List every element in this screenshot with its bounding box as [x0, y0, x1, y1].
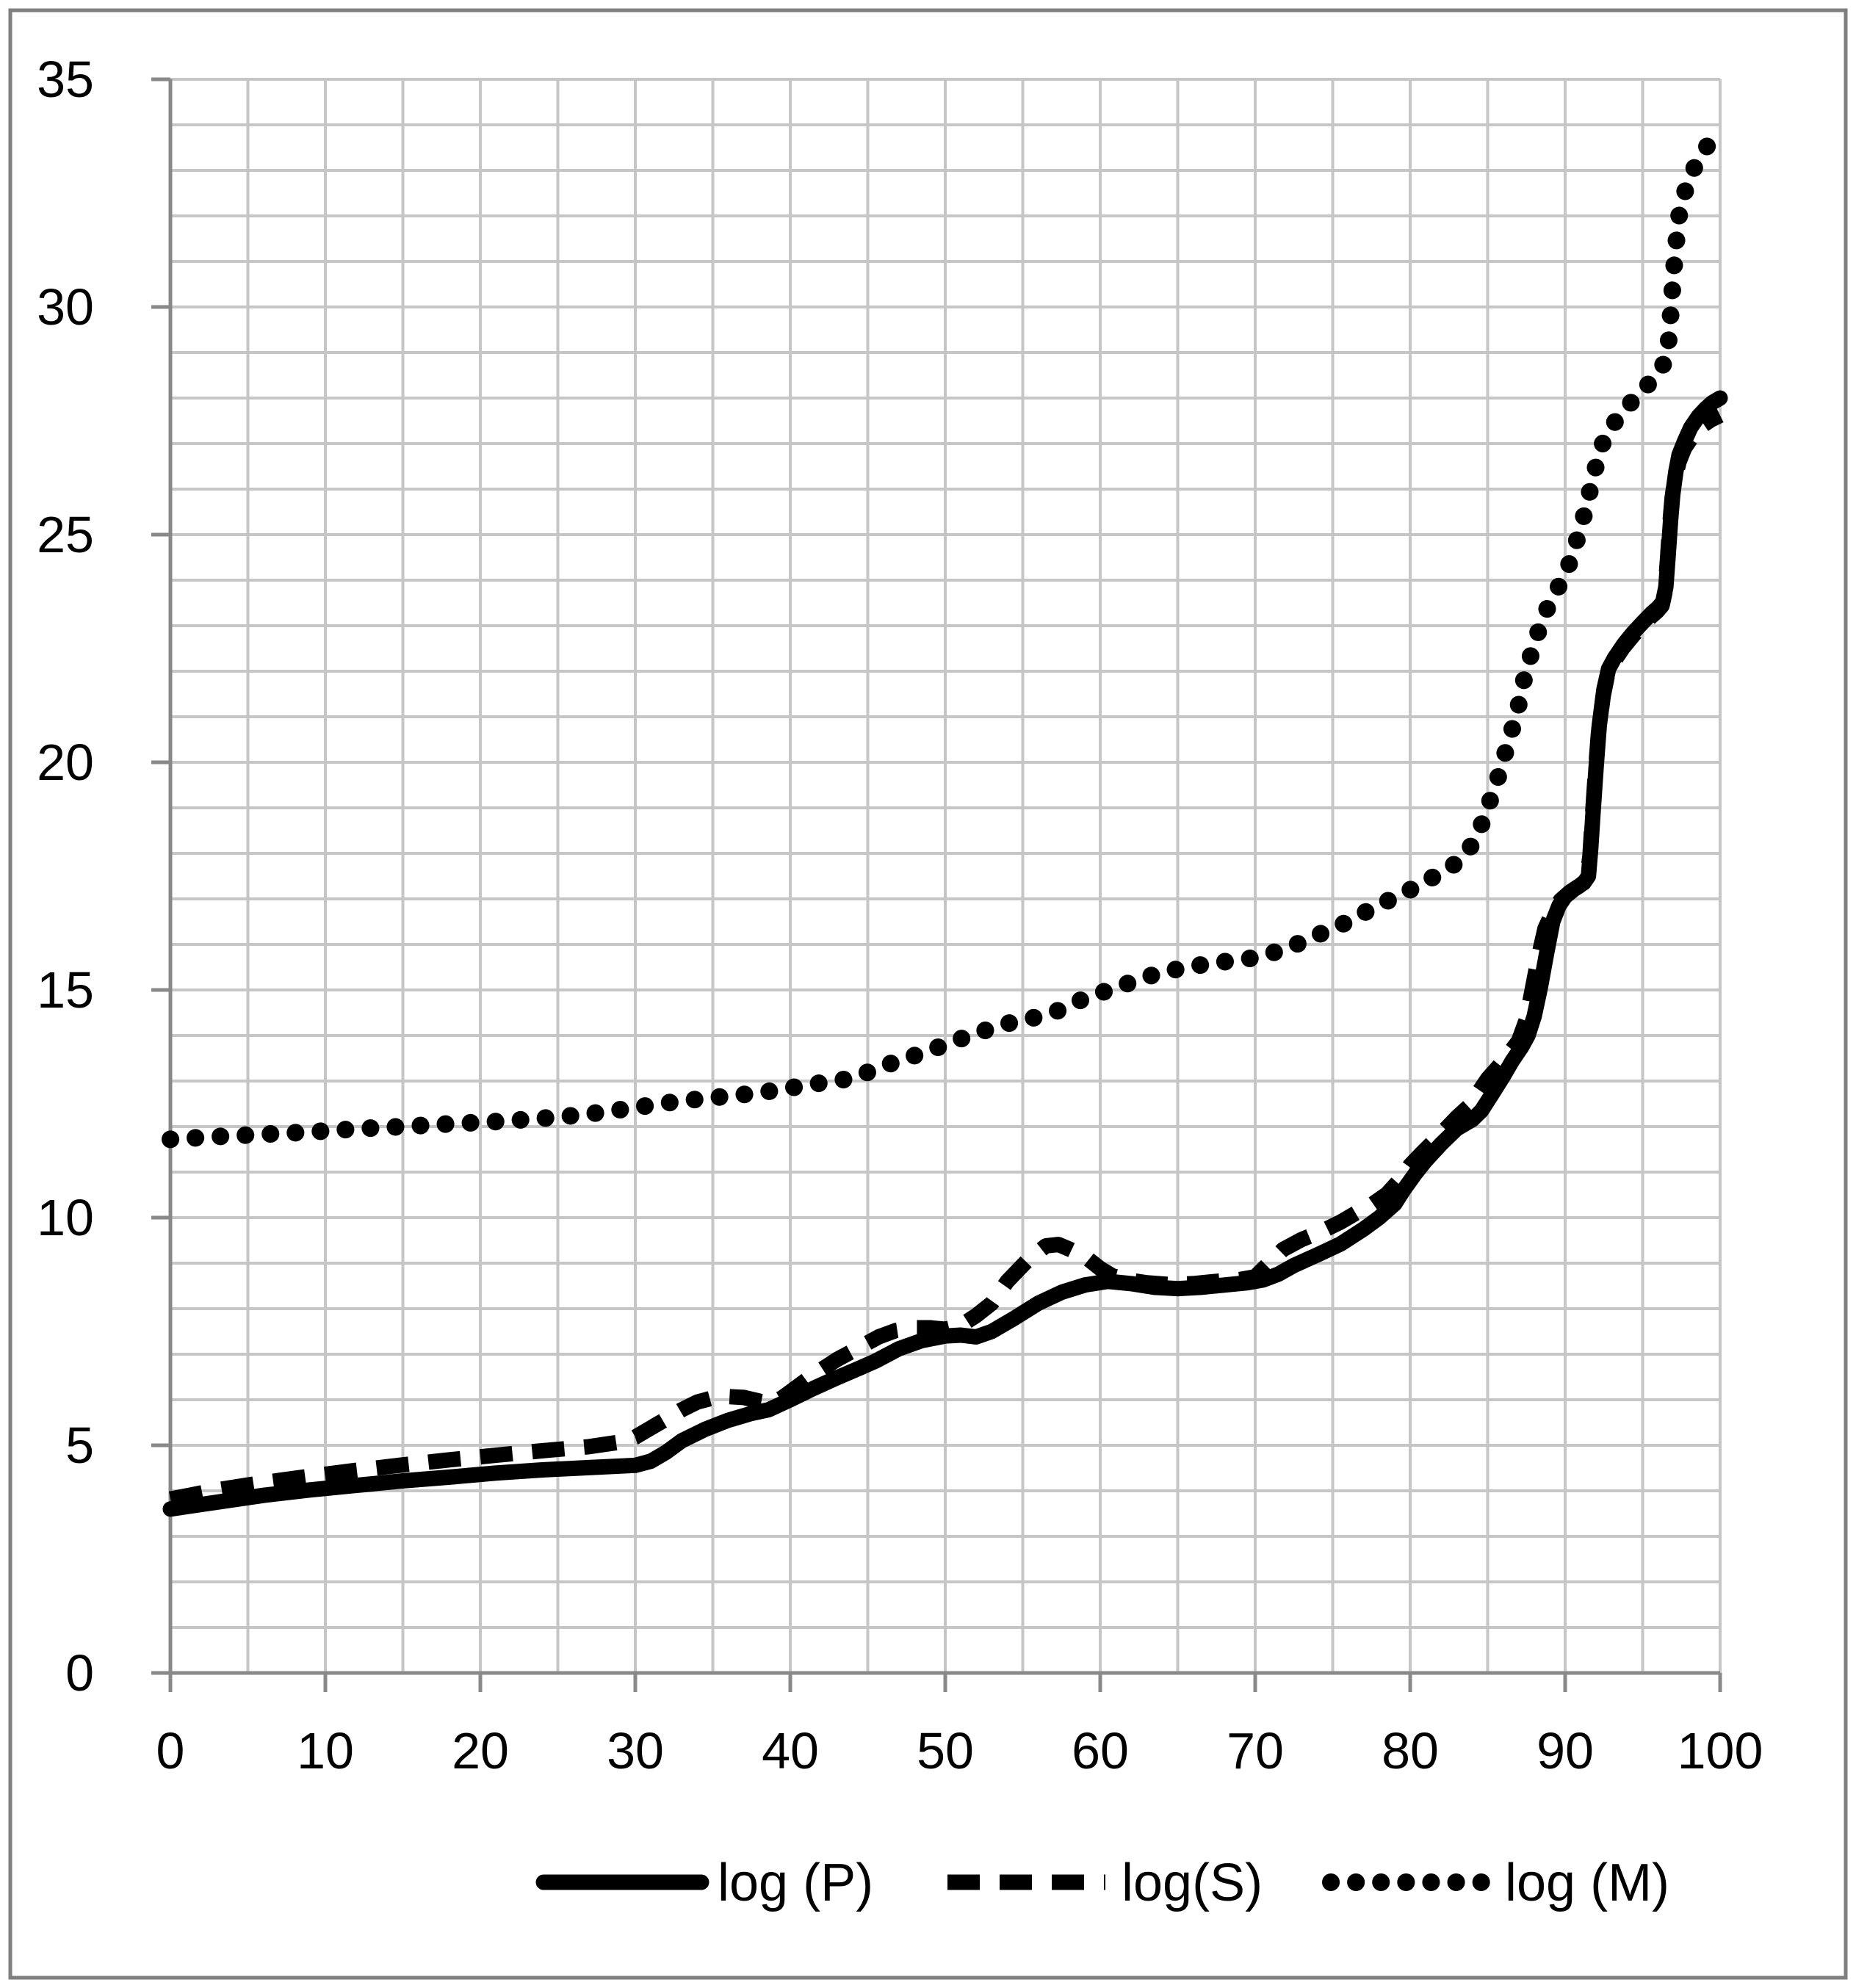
legend-label-dotted: log (M) — [1505, 1854, 1669, 1912]
x-tick-label-50: 50 — [917, 1722, 974, 1779]
y-tick-label-5: 5 — [65, 1417, 94, 1474]
y-tick-label-10: 10 — [37, 1189, 94, 1246]
x-tick-label-60: 60 — [1072, 1722, 1129, 1779]
series-log-p-line — [162, 390, 1728, 1517]
y-tick-label-30: 30 — [37, 278, 94, 336]
y-tick-label-0: 0 — [65, 1644, 94, 1702]
series-log-m-line — [162, 123, 1725, 1149]
x-tick-label-20: 20 — [452, 1722, 509, 1779]
series-log-s-line — [168, 408, 1724, 1507]
y-tick-label-35: 35 — [37, 51, 94, 108]
y-tick-label-20: 20 — [37, 734, 94, 791]
legend-label-dashed: log(S) — [1122, 1854, 1263, 1912]
x-tick-label-100: 100 — [1678, 1722, 1763, 1779]
x-tick-label-80: 80 — [1382, 1722, 1439, 1779]
x-tick-label-30: 30 — [607, 1722, 664, 1779]
x-tick-label-90: 90 — [1537, 1722, 1594, 1779]
y-tick-label-15: 15 — [37, 961, 94, 1019]
x-tick-label-10: 10 — [297, 1722, 354, 1779]
x-tick-label-40: 40 — [762, 1722, 819, 1779]
figure-border — [8, 8, 1848, 1980]
x-tick-label-70: 70 — [1227, 1722, 1284, 1779]
y-tick-label-25: 25 — [37, 506, 94, 563]
legend-label-solid: log (P) — [718, 1854, 873, 1912]
x-tick-label-0: 0 — [156, 1722, 185, 1779]
